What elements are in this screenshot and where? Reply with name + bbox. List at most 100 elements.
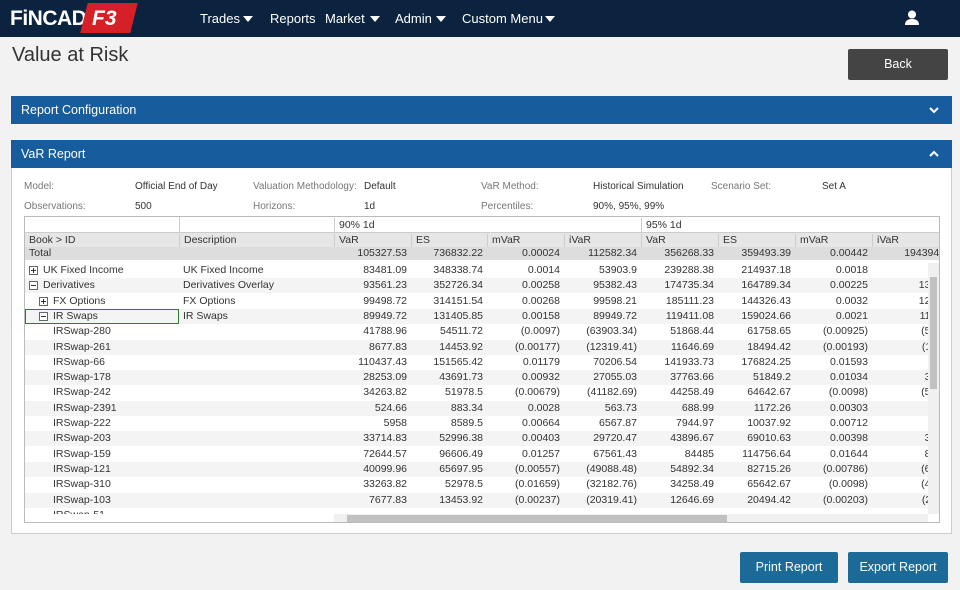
column-header[interactable]: Description [179,234,334,247]
row-id[interactable]: IRSwap-280 [53,325,111,338]
column-header[interactable]: iVaR [872,234,939,247]
row-toggle[interactable] [39,311,48,321]
row-id[interactable]: IRSwap-178 [53,371,111,384]
column-header[interactable]: VaR [641,234,718,247]
row-id[interactable]: UK Fixed Income [43,264,124,276]
row-cell: 119411.08 [665,309,714,322]
row-cell: 34263.82 [363,386,407,399]
row-cell: 0.00225 [830,279,868,292]
config-panel-header[interactable]: Report Configuration [11,96,952,124]
total-cell: 0.00442 [830,247,868,259]
meta-value: Set A [822,181,846,192]
row-id[interactable]: IRSwap-103 [53,493,111,506]
user-icon[interactable] [904,10,920,26]
row-cell: 99598.21 [593,294,637,307]
row-cell: 0.01593 [830,355,868,368]
row-cell: (49088.48) [586,462,637,475]
row-cell: (5980 [921,325,928,338]
row-toggle[interactable] [29,281,38,291]
chevron-up [929,150,939,157]
row-cell: 728 [872,416,928,431]
group-header: 90% 1d [334,218,641,233]
row-cell: 0.00664 [522,417,560,429]
row-cell: (5467 [921,386,928,399]
row-cell: 185111.23 [665,294,714,307]
row-id[interactable]: Derivatives [43,279,95,292]
report-panel-header[interactable]: VaR Report [11,140,952,168]
row-bg [25,308,928,324]
row-cell: (2011 [921,493,928,506]
meta-label: Horizons: [253,201,296,212]
row-description: UK Fixed Income [183,264,264,276]
meta-value: Historical Simulation [593,181,684,192]
v-scroll-thumb[interactable] [930,277,937,389]
menu-caret [545,16,555,22]
total-cell: 194394.8 [904,247,940,259]
menu-item[interactable]: Admin [395,11,432,26]
row-id[interactable]: IRSwap-51 [49,508,179,514]
meta-value: Official End of Day [135,181,218,192]
row-cell: 83481.09 [363,264,407,276]
meta-value: Default [364,181,396,192]
header-sep [179,217,180,233]
row-cell: (0.00925) [823,325,868,338]
row-id[interactable]: IRSwap-159 [53,447,111,460]
row-id[interactable]: IRSwap-203 [53,432,111,445]
row-cell: 829 [872,263,928,278]
row-bg [25,400,928,416]
row-bg [25,431,928,447]
row-id[interactable]: FX Options [53,294,106,307]
menu-item[interactable]: Reports [270,11,316,26]
top-nav: FiNCAD F3 Trades Reports Market Admin Custom… [0,0,960,37]
row-cell: 14453.92 [439,340,483,353]
row-cell: 11941 [919,309,928,322]
row-cell: (0.00177) [515,340,560,353]
meta-value: 500 [135,201,152,212]
back-button[interactable]: Back [848,49,948,80]
row-cell: 61758.65 [747,325,791,338]
row-cell: (0.00193) [823,340,868,353]
row-id[interactable]: IRSwap-2391 [53,401,117,414]
column-header[interactable]: mVaR [795,234,872,247]
column-header[interactable]: ES [718,234,795,247]
meta-label: Valuation Methodology: [253,181,357,192]
menu-caret [370,16,380,22]
row-id[interactable]: IRSwap-66 [53,355,105,368]
meta-value: 90%, 95%, 99% [593,201,665,212]
row-cell: 64642.67 [747,386,791,399]
row-id[interactable]: IRSwap-242 [53,386,111,399]
row-id[interactable]: IRSwap-261 [53,340,111,353]
row-description: Derivatives Overlay [183,279,275,292]
h-scroll-thumb[interactable] [347,515,727,522]
column-header[interactable]: VaR [334,234,411,247]
row-id[interactable]: IRSwap-222 [53,417,111,429]
row-toggle[interactable] [39,296,48,306]
row-cell: 0.00258 [522,279,560,292]
menu-item[interactable]: Trades [200,11,240,26]
row-cell: 0.0021 [835,309,868,322]
row-cell: 0.00268 [522,294,560,307]
row-cell: (4467 [921,478,928,491]
row-cell: 89949.72 [593,309,637,322]
menu-item[interactable]: Custom Menu [462,11,543,26]
row-cell: 141933.73 [664,355,714,368]
column-header[interactable]: iVaR [564,234,641,247]
export-button[interactable]: Export Report [848,552,948,583]
logo[interactable]: FiNCAD [10,7,87,30]
row-id[interactable]: IRSwap-310 [53,478,111,491]
row-cell: 10037.92 [747,417,791,429]
row-bg [25,339,928,355]
menu-item[interactable]: Market [325,11,365,26]
column-header[interactable]: ES [411,234,487,247]
row-cell: 0.00712 [830,417,868,429]
row-cell: (12319.41) [586,340,637,353]
row-cell: 54892.34 [670,462,714,475]
total-cell: 112582.34 [588,247,637,259]
column-header[interactable]: Book > ID [29,234,76,246]
print-button[interactable]: Print Report [740,552,838,583]
row-bg [25,461,928,477]
column-header[interactable]: mVaR [487,234,564,247]
row-id[interactable]: IR Swaps [53,309,98,322]
row-id[interactable]: IRSwap-121 [53,462,111,475]
row-toggle[interactable] [29,266,38,275]
